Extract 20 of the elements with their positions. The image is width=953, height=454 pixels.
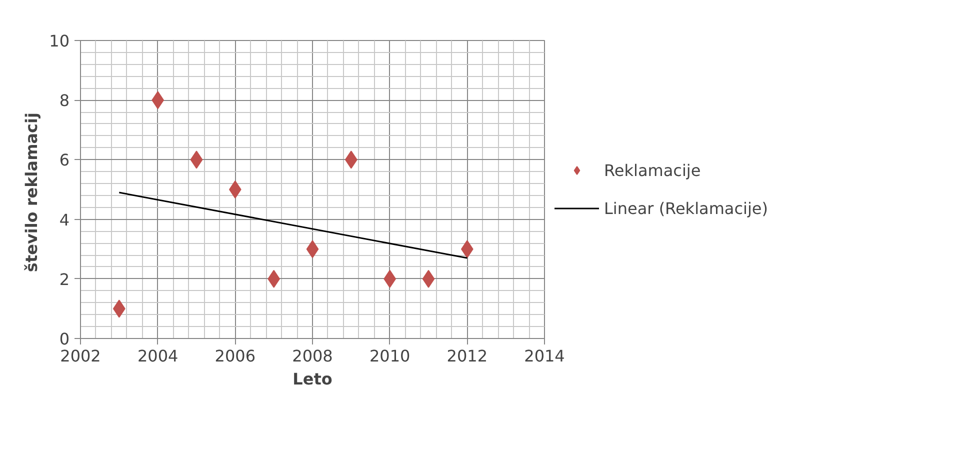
x-axis-title: Leto [292,370,332,388]
y-axis-title: število reklamacij [22,112,42,272]
x-tick-label: 2004 [137,346,178,366]
y-tick-label: 4 [59,210,70,230]
point [190,150,203,169]
point [422,270,435,288]
point [306,240,319,258]
legend-label: Linear (Reklamacije) [604,198,768,218]
x-tick-label: 2012 [446,346,488,366]
y-tick-label: 0 [59,330,70,348]
x-tick-label: 2006 [214,346,256,366]
y-tick-label: 10 [49,32,70,50]
legend-label: Reklamacije [604,160,701,180]
y-tick-label: 2 [59,270,70,289]
y-tick-label: 8 [59,91,70,110]
x-tick-label: 2010 [369,346,410,366]
x-tick-label: 2008 [292,346,333,366]
x-tick-label: 2002 [60,346,101,366]
y-tick-label: 6 [59,150,70,170]
x-tick-label: 2014 [524,346,565,366]
